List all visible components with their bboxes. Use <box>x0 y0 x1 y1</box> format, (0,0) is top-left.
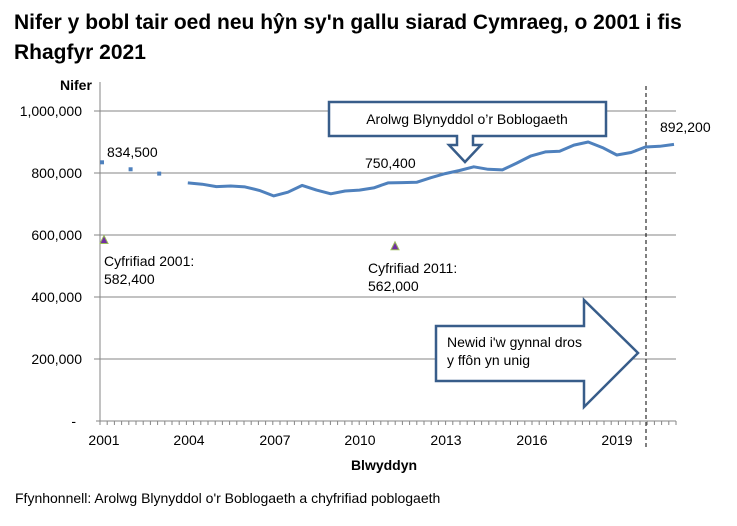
census-2001-value: 582,400 <box>104 271 155 287</box>
label-892200: 892,200 <box>660 119 711 135</box>
aps-point <box>128 167 133 172</box>
census-2001-label: Cyfrifiad 2001: <box>104 253 194 269</box>
phone-change-arrow-shape <box>434 297 640 411</box>
svg-text:2013: 2013 <box>430 432 461 448</box>
svg-text:2016: 2016 <box>516 432 547 448</box>
label-834500: 834,500 <box>107 144 158 160</box>
aps-callout-label: Arolwg Blynyddol o’r Boblogaeth <box>366 111 568 127</box>
source-note: Ffynhonnell: Arolwg Blynyddol o'r Boblog… <box>15 490 441 506</box>
early-aps-markers <box>100 160 162 176</box>
chart-title: Nifer y bobl tair oed neu hŷn sy'n gallu… <box>14 11 682 64</box>
svg-text:2004: 2004 <box>173 432 204 448</box>
census-2011-label: Cyfrifiad 2011: <box>368 260 457 276</box>
aps-callout-shape <box>327 100 608 164</box>
census-marker <box>390 240 400 251</box>
label-750400: 750,400 <box>365 155 416 171</box>
x-axis-title: Blwyddyn <box>351 457 417 473</box>
census-markers <box>99 234 400 251</box>
phone-change-label-line1: Newid i'w gynnal dros <box>447 334 582 350</box>
x-tick-labels: 2001 2004 2007 2010 2013 2016 2019 <box>88 432 632 448</box>
svg-text:2019: 2019 <box>601 432 632 448</box>
svg-text:-: - <box>71 413 76 429</box>
svg-text:200,000: 200,000 <box>31 351 82 367</box>
aps-point <box>157 171 162 176</box>
svg-text:800,000: 800,000 <box>31 165 82 181</box>
y-axis-title: Nifer <box>60 77 92 93</box>
census-marker <box>99 234 109 244</box>
y-tick-labels: 1,000,000 800,000 600,000 400,000 200,00… <box>20 103 83 429</box>
svg-text:1,000,000: 1,000,000 <box>20 103 82 119</box>
svg-text:400,000: 400,000 <box>31 289 82 305</box>
aps-series-line <box>187 140 675 198</box>
phone-change-label-line2: y ffôn yn unig <box>447 352 530 368</box>
svg-text:2010: 2010 <box>344 432 375 448</box>
svg-text:2001: 2001 <box>88 432 119 448</box>
svg-text:2007: 2007 <box>259 432 290 448</box>
x-axis-ticks <box>99 421 677 425</box>
svg-text:600,000: 600,000 <box>31 227 82 243</box>
census-2011-value: 562,000 <box>368 278 419 294</box>
aps-point <box>100 160 104 165</box>
